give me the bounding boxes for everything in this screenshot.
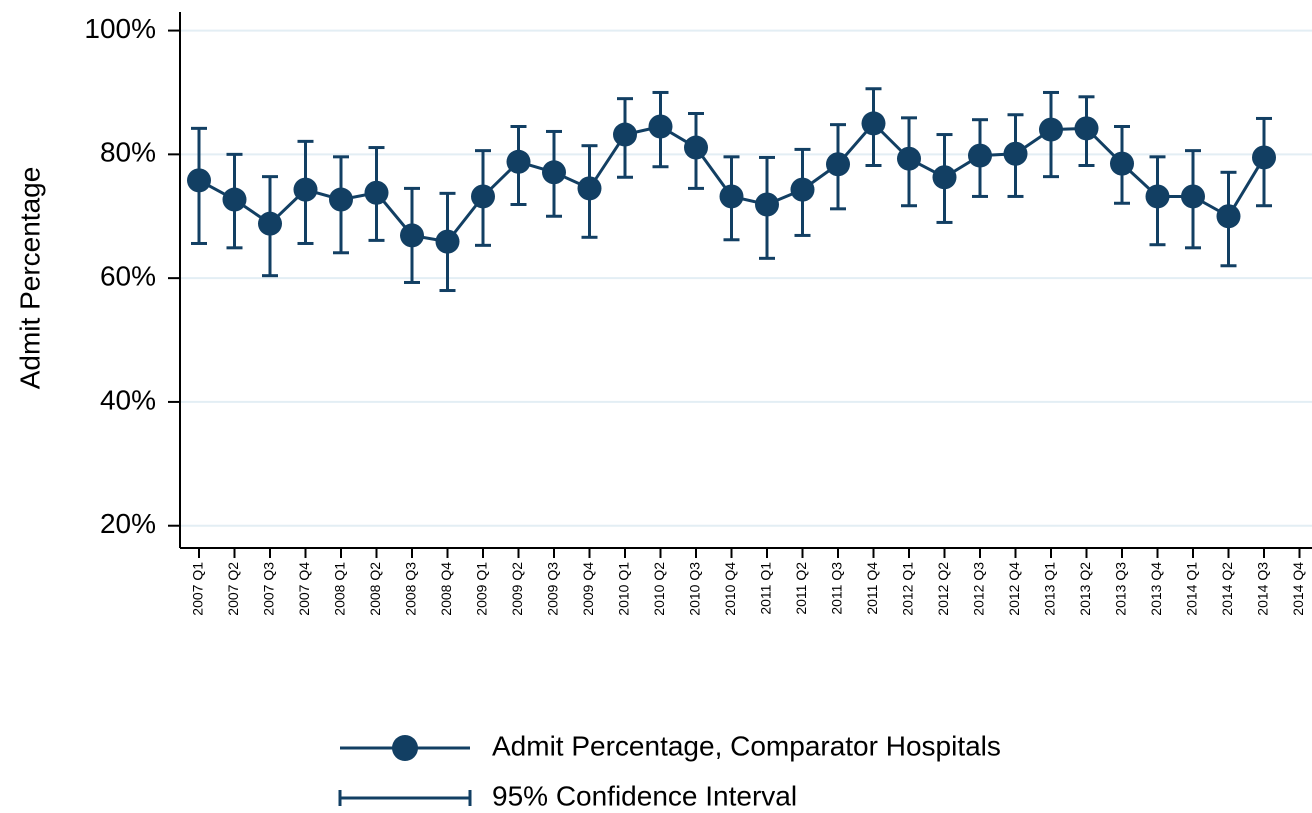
x-tick-label: 2011 Q4 — [864, 562, 880, 615]
data-point — [577, 176, 602, 201]
x-tick-label: 2009 Q1 — [474, 562, 490, 616]
x-tick-label: 2009 Q3 — [545, 562, 561, 616]
data-point — [258, 211, 282, 236]
data-point — [719, 184, 744, 209]
data-point — [1181, 184, 1205, 209]
data-point — [293, 177, 318, 202]
x-tick-label: 2011 Q2 — [793, 562, 809, 615]
x-tick-label: 2014 Q2 — [1219, 562, 1235, 616]
data-point — [897, 146, 921, 171]
data-point — [1039, 117, 1063, 142]
x-tick-label: 2012 Q2 — [935, 562, 951, 616]
x-tick-label: 2012 Q4 — [1006, 562, 1022, 616]
data-point — [932, 165, 957, 190]
data-point — [222, 187, 247, 212]
x-tick-label: 2011 Q1 — [758, 562, 774, 615]
x-tick-label: 2007 Q2 — [225, 562, 241, 616]
x-tick-label: 2010 Q3 — [687, 562, 703, 616]
data-point — [364, 180, 389, 205]
data-point — [471, 184, 495, 209]
y-tick-label: 40% — [100, 384, 156, 415]
x-tick-label: 2009 Q4 — [580, 562, 596, 616]
x-tick-label: 2008 Q3 — [403, 562, 419, 616]
data-point — [1003, 141, 1028, 166]
x-tick-label: 2013 Q1 — [1042, 562, 1058, 616]
x-tick-label: 2008 Q1 — [332, 562, 348, 616]
legend-marker — [392, 735, 418, 761]
x-tick-label: 2010 Q1 — [616, 562, 632, 616]
data-point — [861, 111, 886, 136]
data-point — [542, 160, 566, 185]
data-point — [648, 114, 673, 139]
legend-label: 95% Confidence Interval — [492, 780, 797, 811]
data-point — [684, 135, 708, 160]
data-point — [1074, 116, 1099, 141]
y-tick-label: 20% — [100, 508, 156, 539]
legend-label: Admit Percentage, Comparator Hospitals — [492, 730, 1001, 761]
data-point — [968, 143, 992, 168]
x-tick-label: 2010 Q4 — [722, 562, 738, 616]
x-tick-label: 2008 Q2 — [367, 562, 383, 616]
data-point — [435, 229, 460, 254]
x-tick-label: 2013 Q2 — [1077, 562, 1093, 616]
x-tick-label: 2014 Q4 — [1290, 562, 1306, 616]
data-point — [1216, 204, 1241, 229]
y-tick-label: 60% — [100, 261, 156, 292]
x-tick-label: 2007 Q1 — [190, 562, 206, 616]
data-point — [400, 223, 424, 248]
x-tick-label: 2011 Q3 — [829, 562, 845, 615]
x-tick-label: 2014 Q3 — [1255, 562, 1271, 616]
x-tick-label: 2009 Q2 — [509, 562, 525, 616]
data-point — [790, 177, 815, 202]
x-tick-label: 2013 Q4 — [1148, 562, 1164, 616]
y-tick-label: 80% — [100, 137, 156, 168]
x-tick-label: 2012 Q1 — [900, 562, 916, 616]
x-tick-label: 2010 Q2 — [651, 562, 667, 616]
x-tick-label: 2012 Q3 — [971, 562, 987, 616]
x-tick-label: 2007 Q4 — [296, 562, 312, 616]
data-point — [1145, 184, 1170, 209]
x-tick-label: 2007 Q3 — [261, 562, 277, 616]
data-point — [506, 149, 531, 174]
data-point — [613, 122, 637, 147]
y-axis-label: Admit Percentage — [14, 167, 45, 390]
data-point — [1252, 145, 1276, 170]
data-point — [755, 192, 779, 217]
data-point — [329, 187, 353, 212]
data-point — [187, 168, 211, 193]
x-tick-label: 2008 Q4 — [438, 562, 454, 616]
data-point — [1110, 151, 1134, 176]
x-tick-label: 2014 Q1 — [1184, 562, 1200, 616]
x-tick-label: 2013 Q3 — [1113, 562, 1129, 616]
data-point — [826, 152, 850, 177]
y-tick-label: 100% — [84, 13, 156, 44]
